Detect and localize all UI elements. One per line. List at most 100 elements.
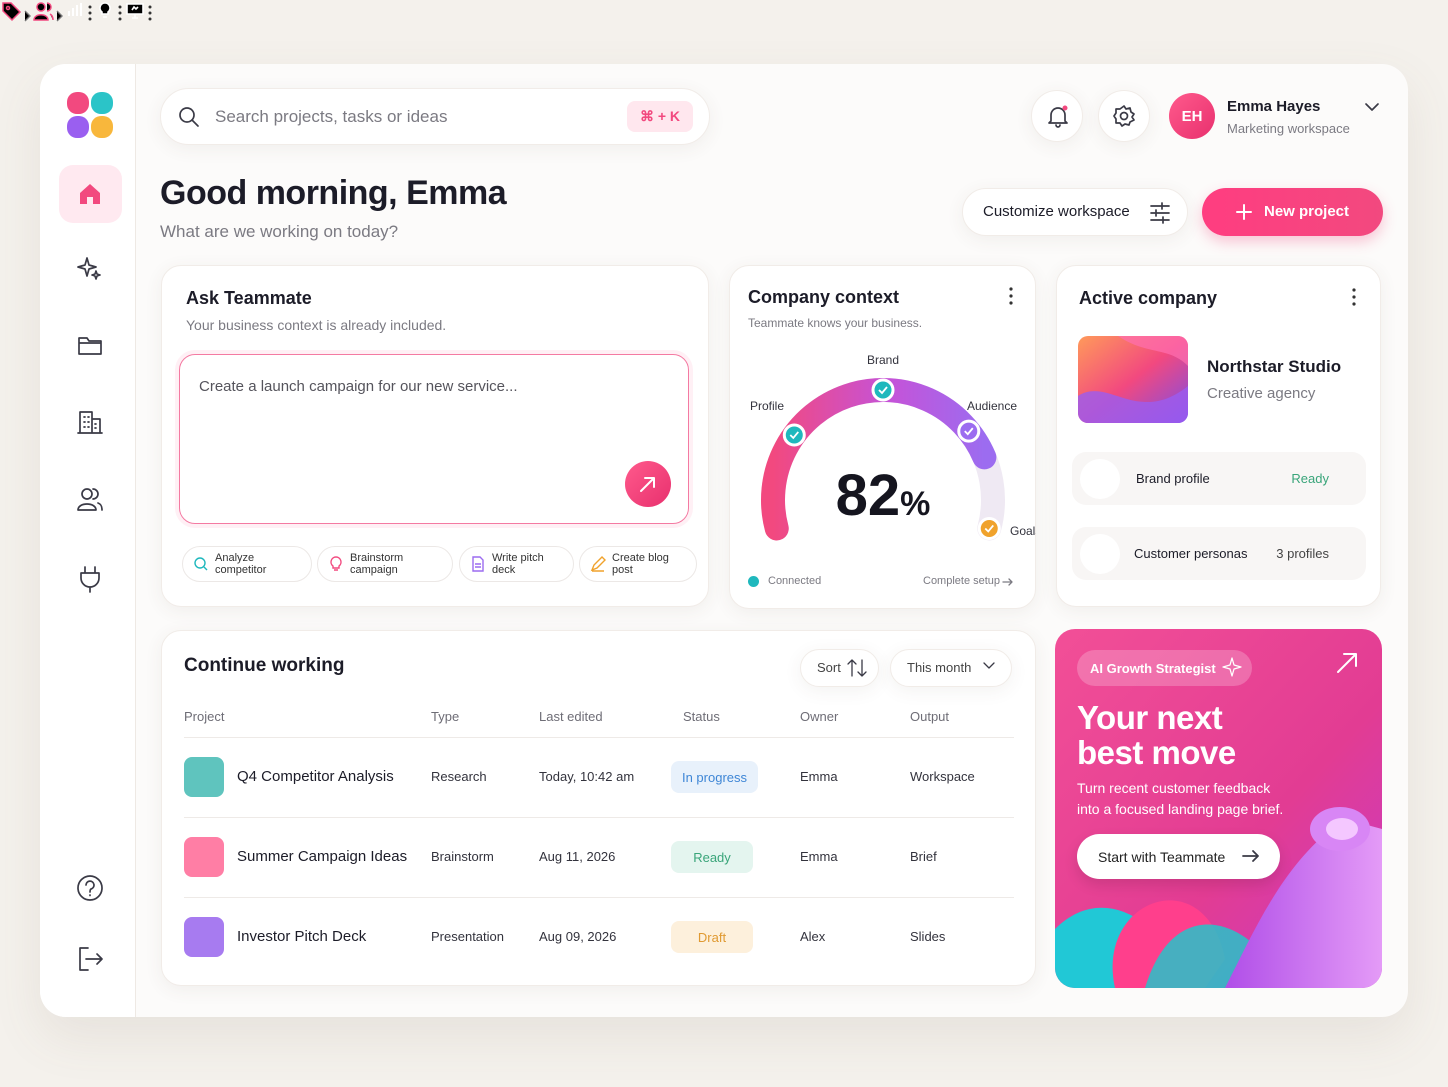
promo-open[interactable] — [1336, 652, 1358, 674]
ask-title: Ask Teammate — [186, 288, 312, 308]
ai-nav[interactable] — [77, 255, 103, 281]
item-label: Brand profile — [1136, 471, 1210, 486]
promo-badge — [1077, 650, 1252, 686]
home-icon — [80, 184, 100, 204]
sparkle-icon — [1222, 657, 1242, 677]
people-nav[interactable] — [76, 486, 104, 512]
item-meta: 3 profiles — [1276, 546, 1329, 561]
user-name: Emma Hayes — [1227, 98, 1321, 115]
checkpoint-check — [964, 427, 974, 436]
search-placeholder: Search projects, tasks or ideas — [215, 107, 448, 126]
context-menu[interactable] — [1004, 286, 1018, 306]
table-title: Continue working — [184, 655, 345, 676]
row-icon — [184, 837, 224, 877]
send-icon — [640, 477, 655, 492]
checkpoint-check — [789, 431, 799, 440]
cell: Alex — [800, 929, 826, 944]
greeting-subtitle: What are we working on today? — [160, 222, 399, 241]
context-subtitle: Teammate knows your business. — [748, 316, 923, 330]
row-divider — [184, 897, 1014, 898]
checkpoint — [957, 419, 981, 443]
checkpoint — [871, 378, 895, 402]
company-kind: Creative agency — [1207, 385, 1316, 402]
cell: Emma — [800, 769, 838, 784]
settings[interactable] — [1098, 90, 1150, 142]
checkpoint — [977, 516, 1001, 540]
project-name: Summer Campaign Ideas — [237, 848, 408, 865]
cell: Aug 11, 2026 — [539, 849, 616, 864]
chip-icon — [472, 556, 484, 572]
item-label: Customer personas — [1134, 546, 1248, 561]
company-item[interactable] — [1072, 527, 1366, 580]
promo-title-line: best move — [1077, 734, 1236, 771]
company-item[interactable] — [1072, 452, 1366, 505]
cell: Research — [431, 769, 487, 784]
checkpoint — [782, 423, 806, 447]
chip-label: Analyze competitor — [215, 552, 267, 576]
column-header: Owner — [800, 709, 839, 724]
row-menu[interactable] — [116, 4, 124, 22]
sort-button[interactable] — [800, 649, 879, 687]
status-dot — [748, 576, 759, 587]
promo-text-line: Turn recent customer feedback — [1077, 780, 1271, 796]
column-header: Type — [431, 709, 460, 724]
shortcut: ⌘ + K — [627, 101, 693, 132]
cell: Today, 10:42 am — [539, 769, 635, 784]
promo-text-line: into a focused landing page brief. — [1077, 801, 1284, 817]
item-icon — [33, 2, 54, 21]
checkpoint-check — [878, 386, 888, 395]
plug-nav[interactable] — [77, 565, 103, 593]
logout-nav[interactable] — [77, 946, 105, 972]
help-nav[interactable] — [76, 874, 104, 902]
period-button[interactable] — [890, 649, 1012, 687]
gauge-value: 82% — [836, 463, 931, 528]
cell: Emma — [800, 849, 838, 864]
item-chevron — [24, 10, 31, 22]
prompt-box[interactable] — [179, 354, 689, 524]
notifications[interactable] — [1031, 90, 1083, 142]
row-divider — [184, 737, 1014, 738]
promo-button-label: Start with Teammate — [1098, 849, 1226, 865]
column-header: Status — [683, 709, 720, 724]
row-menu[interactable] — [146, 4, 154, 22]
column-header: Last edited — [539, 709, 603, 724]
row-menu[interactable] — [86, 4, 94, 22]
checkpoint-label: Goals — [1010, 524, 1036, 538]
prompt-text: Create a launch campaign for our new ser… — [199, 378, 518, 395]
avatar[interactable]: EH — [1169, 93, 1215, 139]
row-icon — [184, 917, 224, 957]
promo-card[interactable] — [1055, 629, 1382, 988]
gauge-fill — [761, 378, 997, 541]
complete-setup[interactable]: Complete setup — [923, 575, 1001, 587]
user-menu[interactable] — [1364, 100, 1380, 114]
cell: Brainstorm — [431, 849, 494, 864]
chip[interactable]: Create blog post — [579, 546, 697, 582]
search-box[interactable] — [160, 88, 710, 145]
gear-icon — [1113, 105, 1135, 127]
status-badge: Draft — [671, 921, 753, 953]
table-card — [161, 630, 1036, 986]
customize-button[interactable] — [962, 188, 1188, 236]
company-title: Active company — [1079, 288, 1218, 308]
ask-subtitle: Your business context is already include… — [186, 317, 447, 333]
chip[interactable]: Write pitch deck — [459, 546, 574, 582]
checkpoint-label: Profile — [750, 399, 784, 413]
folder-nav[interactable] — [77, 332, 103, 358]
logo — [67, 92, 113, 138]
column-header: Output — [910, 709, 950, 724]
plus-icon — [1236, 204, 1252, 220]
chip[interactable]: Brainstorm campaign — [317, 546, 453, 582]
project-name: Q4 Competitor Analysis — [237, 768, 394, 785]
company-menu[interactable] — [1347, 287, 1361, 307]
new-project-button[interactable] — [1202, 188, 1383, 236]
chip[interactable]: Analyze competitor — [182, 546, 312, 582]
context-status: Connected — [768, 575, 822, 587]
cell: Presentation — [431, 929, 504, 944]
chip-label: Write pitch deck — [492, 552, 544, 576]
greeting: Good morning, Emma — [160, 174, 507, 212]
row-icon-glyph — [99, 2, 111, 18]
company-nav[interactable] — [77, 409, 103, 435]
column-header: Project — [184, 709, 225, 724]
gauge-number: 82 — [836, 463, 901, 528]
